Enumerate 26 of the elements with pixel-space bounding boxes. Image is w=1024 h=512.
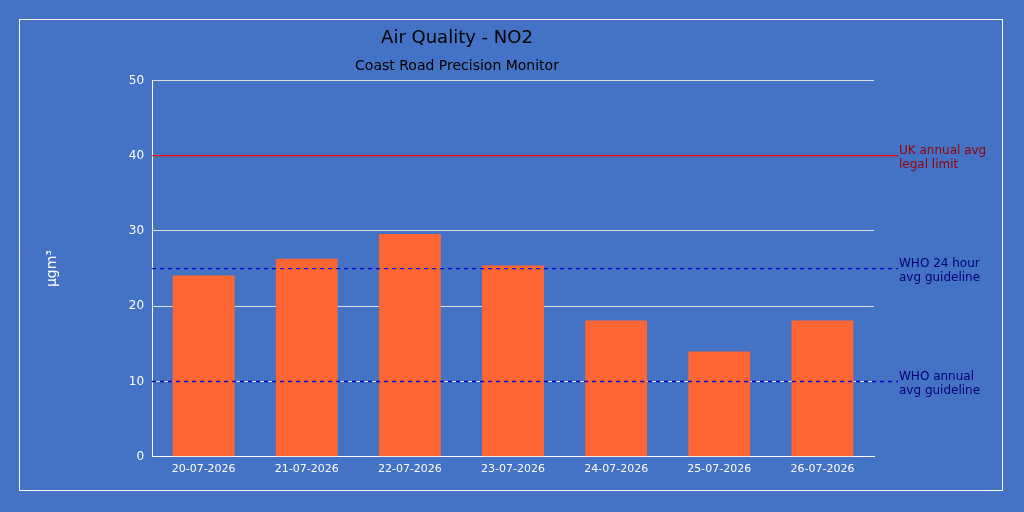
bar	[172, 275, 235, 457]
x-tick-label: 22-07-2026	[377, 462, 442, 476]
ref-line-label: WHO 24 hour avg guideline	[899, 255, 981, 284]
x-tick-label: 20-07-2026	[171, 462, 236, 476]
ref-line-label: WHO annual avg guideline	[899, 368, 981, 397]
bar	[275, 258, 338, 457]
x-tick-label: 26-07-2026	[790, 462, 855, 476]
bar	[585, 320, 648, 457]
chart-title: Air Quality - NO2	[381, 26, 533, 48]
x-tick-label: 23-07-2026	[481, 462, 545, 476]
x-tick-label: 25-07-2026	[687, 462, 752, 476]
chart-subtitle: Coast Road Precision Monitor	[355, 56, 560, 73]
y-tick-label: 50	[128, 72, 145, 87]
y-axis-title: µgm³	[43, 250, 60, 288]
bar	[378, 233, 441, 457]
y-tick-label: 30	[128, 223, 145, 238]
bar	[791, 320, 854, 457]
bar	[688, 351, 751, 457]
x-tick-label: 21-07-2026	[274, 462, 339, 476]
y-tick-label: 20	[128, 298, 145, 313]
y-tick-label: 10	[128, 373, 145, 388]
y-tick-label: 0	[136, 448, 145, 463]
y-tick-label: 40	[128, 147, 145, 162]
ref-line-label: UK annual avg legal limit	[899, 142, 987, 171]
x-tick-label: 24-07-2026	[584, 462, 649, 476]
bar	[482, 265, 544, 457]
